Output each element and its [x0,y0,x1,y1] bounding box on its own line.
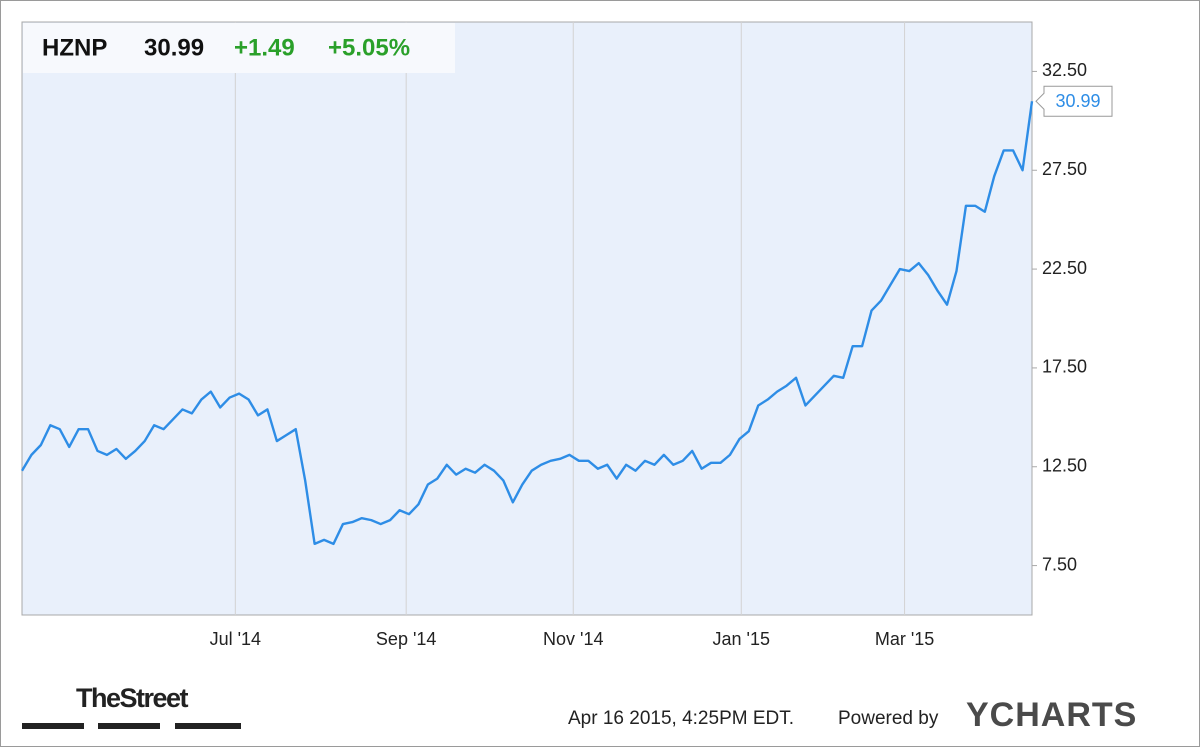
logo: TheStreet [76,683,189,713]
timestamp: Apr 16 2015, 4:25PM EDT. [568,708,794,729]
header-box [23,23,455,73]
last-price-tag [1035,85,1113,117]
x-tick-label: Mar '15 [875,629,934,649]
logo-bar [98,723,160,729]
x-tick-label: Jul '14 [210,629,261,649]
y-tick-label: 32.50 [1042,60,1087,80]
brand: YCHARTS [966,696,1137,734]
y-tick-label: 22.50 [1042,258,1087,278]
x-tick-label: Sep '14 [376,629,437,649]
price-line [20,101,1034,546]
change: +1.49 [234,34,295,61]
ticker: HZNP [42,34,107,61]
last-price-label: 30.99 [1055,91,1100,111]
plot-area [21,21,1033,616]
change-percent: +5.05% [328,34,410,61]
y-tick-label: 27.50 [1042,159,1087,179]
logo-bar [175,723,241,729]
x-tick-label: Nov '14 [543,629,603,649]
y-tick-label: 7.50 [1042,554,1077,574]
x-tick-label: Jan '15 [713,629,770,649]
powered-by: Powered by [838,708,939,729]
price: 30.99 [144,34,204,61]
y-tick-label: 12.50 [1042,456,1087,476]
y-tick-label: 17.50 [1042,357,1087,377]
logo-bar [22,723,84,729]
